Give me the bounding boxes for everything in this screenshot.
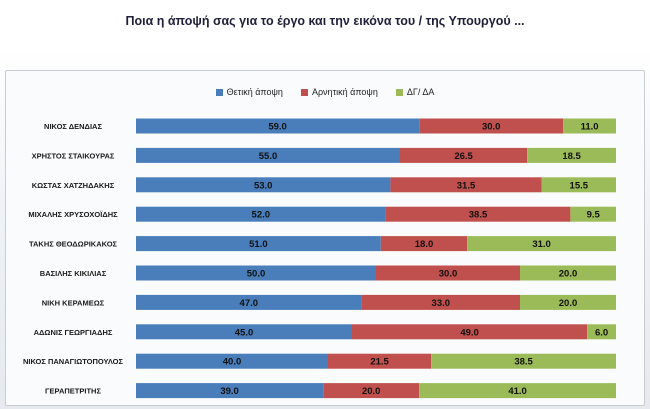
data-label: 26.5: [454, 151, 473, 162]
data-label: 21.5: [370, 357, 389, 368]
data-label: 38.5: [514, 357, 533, 368]
bar-segment: [352, 324, 588, 340]
category-label: ΝΙΚΟΣ ΠΑΝΑΓΙΩΤΟΠΟΥΛΟΣ: [23, 357, 124, 366]
data-label: 53.0: [254, 180, 273, 191]
bar-segment: [467, 236, 616, 252]
bar-segment: [520, 294, 616, 310]
legend-swatch-dk-na: [395, 88, 403, 96]
data-label: 31.5: [457, 180, 476, 191]
data-label: 47.0: [240, 298, 259, 309]
legend-item-positive: Θετική άποψη: [215, 87, 283, 97]
data-label: 20.0: [559, 269, 578, 280]
category-label: ΑΔΩΝΙΣ ΓΕΩΡΓΙΑΔΗΣ: [34, 328, 113, 337]
bar-segment: [136, 294, 362, 310]
data-label: 15.5: [570, 180, 589, 191]
data-label: 50.0: [247, 269, 266, 280]
bar-segment: [136, 353, 328, 369]
category-label: ΓΕΡΑΠΕΤΡΙΤΗΣ: [45, 387, 101, 396]
bar-segment: [136, 147, 400, 163]
data-label: 55.0: [259, 151, 278, 162]
legend-label-dk-na: ΔΓ/ ΔΑ: [406, 87, 435, 97]
bar-segment: [563, 118, 616, 134]
data-label: 51.0: [249, 239, 268, 250]
bar-segment: [136, 118, 420, 134]
category-label: ΚΩΣΤΑΣ ΧΑΤΖΗΔΑΚΗΣ: [32, 181, 115, 190]
category-label: ΝΙΚΟΣ ΔΕΝΔΙΑΣ: [44, 122, 102, 131]
bar-segment: [400, 147, 528, 163]
data-label: 18.5: [562, 151, 581, 162]
bar-segment: [431, 353, 616, 369]
data-label: 49.0: [460, 327, 479, 338]
bar-segment: [385, 206, 571, 222]
bar-segment: [419, 383, 616, 399]
bar-segment: [380, 236, 468, 252]
bar-segment: [587, 324, 616, 340]
bar-segment: [136, 265, 376, 281]
data-label: 52.0: [252, 210, 271, 221]
legend-label-positive: Θετική άποψη: [226, 87, 283, 97]
bar-segment: [376, 265, 520, 281]
bar-segment: [361, 294, 520, 310]
category-labels: ΝΙΚΟΣ ΔΕΝΔΙΑΣ ΧΡΗΣΤΟΣ ΣΤΑΙΚΟΥΡΑΣ ΚΩΣΤΑΣ ΧΑ…: [23, 122, 124, 396]
legend-label-negative: Αρνητική άποψη: [311, 87, 378, 97]
data-label: 31.0: [532, 239, 551, 250]
legend-swatch-positive: [215, 88, 223, 96]
bar-segment: [136, 324, 352, 340]
legend: Θετική άποψη Αρνητική άποψη ΔΓ/ ΔΑ: [0, 87, 650, 97]
data-label: 38.5: [469, 210, 488, 221]
data-label: 11.0: [581, 122, 599, 133]
legend-swatch-negative: [300, 88, 308, 96]
bar-segment: [136, 236, 381, 252]
category-label: ΧΡΗΣΤΟΣ ΣΤΑΙΚΟΥΡΑΣ: [32, 151, 115, 160]
data-label: 33.0: [432, 298, 451, 309]
data-label: 6.0: [595, 327, 608, 338]
bar-segment: [520, 265, 616, 281]
bar-segment: [136, 383, 324, 399]
bar-segment: [541, 177, 616, 193]
bar-segment: [136, 206, 386, 222]
data-label: 20.0: [362, 386, 381, 397]
bar-segment: [570, 206, 616, 222]
bar-segment: [323, 383, 420, 399]
bar-segment: [136, 177, 391, 193]
data-label: 20.0: [559, 298, 578, 309]
legend-item-negative: Αρνητική άποψη: [300, 87, 378, 97]
bar-segment: [390, 177, 542, 193]
bars: [136, 118, 616, 399]
data-label: 39.0: [220, 386, 239, 397]
category-label: ΜΙΧΑΛΗΣ ΧΡΥΣΟΧΟΪΔΗΣ: [28, 210, 118, 219]
data-label: 9.5: [587, 210, 601, 221]
data-label: 59.0: [268, 122, 287, 133]
chart-title: Ποια η άποψή σας για το έργο και την εικ…: [125, 14, 525, 28]
data-label: 30.0: [482, 122, 501, 133]
bar-segment: [527, 147, 616, 163]
bar-labels: 59.0 30.0 11.0 55.0 26.5 18.5 53.0 31.5 15.5 52.0…: [220, 122, 608, 398]
category-label: ΝΙΚΗ ΚΕΡΑΜΕΩΣ: [42, 298, 105, 307]
category-label: ΒΑΣΙΛΗΣ ΚΙΚΙΛΙΑΣ: [40, 269, 107, 278]
data-label: 30.0: [439, 269, 458, 280]
data-label: 45.0: [235, 327, 254, 338]
data-label: 18.0: [415, 239, 434, 250]
category-label: ΤΑΚΗΣ ΘΕΟΔΩΡΙΚΑΚΟΣ: [29, 240, 118, 249]
legend-item-dk-na: ΔΓ/ ΔΑ: [395, 87, 435, 97]
bar-segment: [419, 118, 564, 134]
data-label: 41.0: [508, 386, 527, 397]
data-label: 40.0: [223, 357, 242, 368]
bar-segment: [328, 353, 432, 369]
